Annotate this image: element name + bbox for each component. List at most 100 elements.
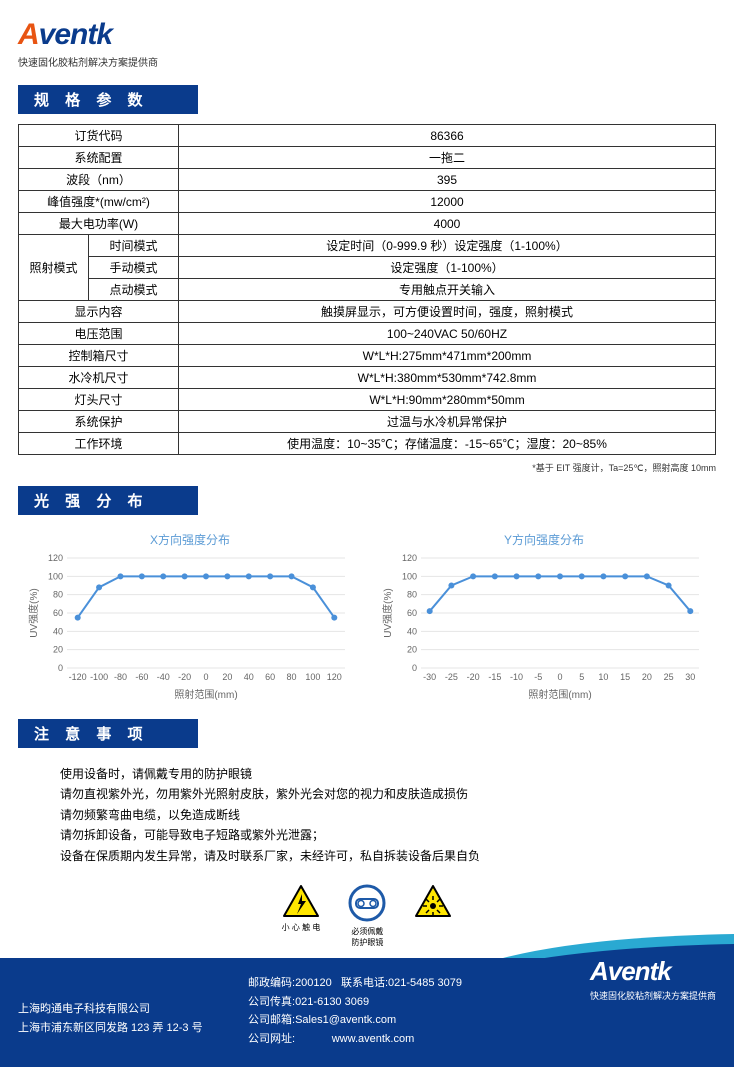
spec-value: 一拖二 xyxy=(179,147,716,169)
spec-label: 系统配置 xyxy=(19,147,179,169)
charts-row: X方向强度分布 020406080100120-120-100-80-60-40… xyxy=(0,525,734,707)
table-row: 水冷机尺寸W*L*H:380mm*530mm*742.8mm xyxy=(19,367,716,389)
section-dist-title: 光 强 分 布 xyxy=(18,486,198,515)
chart-x: 020406080100120-120-100-80-60-40-2002040… xyxy=(18,552,362,702)
spec-label: 控制箱尺寸 xyxy=(19,345,179,367)
spec-value: W*L*H:90mm*280mm*50mm xyxy=(179,389,716,411)
svg-text:10: 10 xyxy=(598,672,608,682)
svg-text:100: 100 xyxy=(305,672,320,682)
mode-sublabel: 时间模式 xyxy=(89,235,179,257)
note-line: 使用设备时，请佩戴专用的防护眼镜 xyxy=(60,764,674,784)
svg-text:0: 0 xyxy=(557,672,562,682)
warning-item: 小 心 触 电 xyxy=(282,884,321,948)
svg-text:-120: -120 xyxy=(69,672,87,682)
svg-text:照射范围(mm): 照射范围(mm) xyxy=(528,688,591,701)
svg-text:UV强度(%): UV强度(%) xyxy=(27,588,40,637)
chart-x-title: X方向强度分布 xyxy=(18,531,362,548)
footer-tag: 快速固化胶粘剂解决方案提供商 xyxy=(590,989,716,1002)
spec-value: 触摸屏显示，可方便设置时间，强度，照射模式 xyxy=(179,301,716,323)
logo-rest: ventk xyxy=(39,18,112,51)
note-line: 请勿直视紫外光，勿用紫外光照射皮肤，紫外光会对您的视力和皮肤造成损伤 xyxy=(60,784,674,804)
footer: 上海昀通电子科技有限公司 上海市浦东新区同发路 123 弄 12-3 号 邮政编… xyxy=(0,958,734,1067)
logo-a: A xyxy=(18,18,39,51)
svg-text:-15: -15 xyxy=(488,672,501,682)
svg-text:25: 25 xyxy=(664,672,674,682)
spec-label: 订货代码 xyxy=(19,125,179,147)
spec-value: 4000 xyxy=(179,213,716,235)
note-line: 请勿拆卸设备，可能导致电子短路或紫外光泄露； xyxy=(60,825,674,845)
svg-text:-80: -80 xyxy=(114,672,127,682)
note-line: 请勿频繁弯曲电缆，以免造成断线 xyxy=(60,805,674,825)
svg-text:-5: -5 xyxy=(534,672,542,682)
footer-logo: Aventk xyxy=(590,956,716,987)
mode-sublabel: 手动模式 xyxy=(89,257,179,279)
svg-text:照射范围(mm): 照射范围(mm) xyxy=(174,688,237,701)
svg-text:-40: -40 xyxy=(157,672,170,682)
svg-text:60: 60 xyxy=(265,672,275,682)
warning-triangle-icon xyxy=(414,884,452,918)
warning-item: 必须佩戴 防护眼镜 xyxy=(348,884,386,948)
svg-text:15: 15 xyxy=(620,672,630,682)
svg-text:-100: -100 xyxy=(90,672,108,682)
table-row: 峰值强度*(mw/cm²)12000 xyxy=(19,191,716,213)
spec-value: W*L*H:275mm*471mm*200mm xyxy=(179,345,716,367)
notes-list: 使用设备时，请佩戴专用的防护眼镜请勿直视紫外光，勿用紫外光照射皮肤，紫外光会对您… xyxy=(0,758,734,880)
section-notes-title: 注 意 事 项 xyxy=(18,719,198,748)
svg-text:120: 120 xyxy=(327,672,342,682)
svg-text:60: 60 xyxy=(53,608,63,618)
svg-text:0: 0 xyxy=(58,663,63,673)
table-row: 照射模式时间模式设定时间（0-999.9 秒）设定强度（1-100%） xyxy=(19,235,716,257)
header: Aventk 快速固化胶粘剂解决方案提供商 xyxy=(0,0,734,73)
svg-text:0: 0 xyxy=(412,663,417,673)
mode-group-label: 照射模式 xyxy=(19,235,89,301)
warning-triangle-icon xyxy=(282,884,320,918)
svg-text:100: 100 xyxy=(402,571,417,581)
table-row: 订货代码86366 xyxy=(19,125,716,147)
svg-text:-25: -25 xyxy=(445,672,458,682)
warning-label: 必须佩戴 防护眼镜 xyxy=(348,926,386,948)
chart-x-box: X方向强度分布 0 20 40 60 80 100 120 -120-100 -80 -60 -40… xyxy=(18,531,362,707)
mode-sublabel: 点动模式 xyxy=(89,279,179,301)
table-row: 电压范围100~240VAC 50/60HZ xyxy=(19,323,716,345)
spec-value: 12000 xyxy=(179,191,716,213)
svg-text:40: 40 xyxy=(53,626,63,636)
svg-text:UV强度(%): UV强度(%) xyxy=(381,588,394,637)
table-row: 最大电功率(W)4000 xyxy=(19,213,716,235)
note-line: 设备在保质期内发生异常，请及时联系厂家，未经许可，私自拆装设备后果自负 xyxy=(60,846,674,866)
spec-value: 使用温度：10~35℃；存储温度：-15~65℃；湿度：20~85% xyxy=(179,433,716,455)
svg-text:30: 30 xyxy=(685,672,695,682)
svg-text:-20: -20 xyxy=(178,672,191,682)
mode-value: 设定时间（0-999.9 秒）设定强度（1-100%） xyxy=(179,235,716,257)
table-row: 波段（nm）395 xyxy=(19,169,716,191)
warning-circle-icon xyxy=(348,884,386,922)
section-spec-title: 规 格 参 数 xyxy=(18,85,198,114)
spec-value: 395 xyxy=(179,169,716,191)
svg-text:20: 20 xyxy=(642,672,652,682)
table-row: 工作环境使用温度：10~35℃；存储温度：-15~65℃；湿度：20~85% xyxy=(19,433,716,455)
svg-text:-10: -10 xyxy=(510,672,523,682)
table-row: 灯头尺寸W*L*H:90mm*280mm*50mm xyxy=(19,389,716,411)
table-row: 系统保护过温与水冷机异常保护 xyxy=(19,411,716,433)
footer-company: 上海昀通电子科技有限公司 xyxy=(18,1000,248,1019)
svg-text:-20: -20 xyxy=(467,672,480,682)
svg-text:100: 100 xyxy=(48,571,63,581)
svg-text:80: 80 xyxy=(53,590,63,600)
svg-text:-30: -30 xyxy=(423,672,436,682)
table-row: 手动模式设定强度（1-100%） xyxy=(19,257,716,279)
spec-value: 100~240VAC 50/60HZ xyxy=(179,323,716,345)
tagline: 快速固化胶粘剂解决方案提供商 xyxy=(18,54,716,69)
svg-text:80: 80 xyxy=(407,590,417,600)
footnote: *基于 EIT 强度计，Ta=25℃，照射高度 10mm xyxy=(0,461,716,474)
mode-value: 设定强度（1-100%） xyxy=(179,257,716,279)
spec-label: 波段（nm） xyxy=(19,169,179,191)
svg-text:80: 80 xyxy=(287,672,297,682)
chart-y-title: Y方向强度分布 xyxy=(372,531,716,548)
chart-y: 020406080100120-30-25-20-15-10-505101520… xyxy=(372,552,716,702)
footer-address: 上海市浦东新区同发路 123 弄 12-3 号 xyxy=(18,1019,248,1038)
svg-text:-60: -60 xyxy=(135,672,148,682)
spec-label: 峰值强度*(mw/cm²) xyxy=(19,191,179,213)
svg-text:20: 20 xyxy=(222,672,232,682)
table-row: 系统配置一拖二 xyxy=(19,147,716,169)
table-row: 控制箱尺寸W*L*H:275mm*471mm*200mm xyxy=(19,345,716,367)
svg-text:120: 120 xyxy=(48,553,63,563)
